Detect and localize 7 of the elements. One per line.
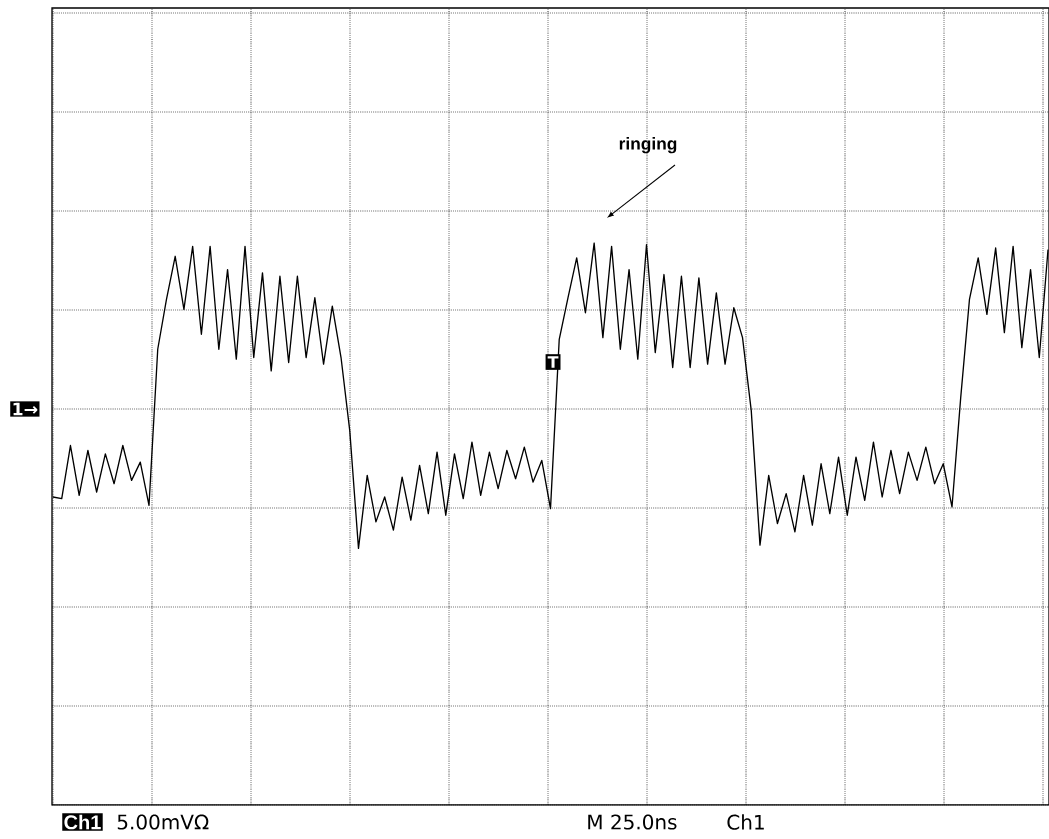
text: 5.00mVΩ — [117, 814, 209, 830]
text: Ch1 — [64, 814, 101, 830]
text: 1→ — [13, 402, 38, 416]
text: ringing — [619, 137, 677, 154]
text: Ch1 — [727, 814, 764, 830]
annotation: T — [547, 356, 559, 368]
text: M 25.0ns — [588, 814, 677, 830]
